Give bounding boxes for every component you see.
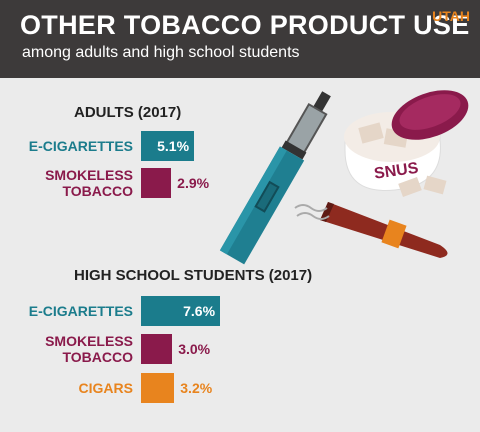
vape-pen — [219, 91, 331, 265]
snus-label: SNUS — [373, 160, 420, 183]
title: OTHER TOBACCO PRODUCT USE — [20, 10, 470, 40]
value-label: 7.6% — [183, 303, 216, 319]
value-label: 3.0% — [178, 341, 211, 357]
value-label: 5.1% — [157, 138, 190, 154]
value-label: 3.2% — [180, 380, 213, 396]
bar — [141, 373, 175, 403]
category-label: CIGARS — [78, 380, 133, 396]
category-label: SMOKELESS TOBACCO — [45, 333, 133, 365]
state-tag: UTAH — [432, 8, 470, 24]
value-label: 2.9% — [177, 175, 210, 191]
bar — [141, 296, 221, 326]
section-title: ADULTS (2017) — [74, 104, 182, 121]
section-title: HIGH SCHOOL STUDENTS (2017) — [74, 267, 313, 284]
category-label: SMOKELESS TOBACCO — [45, 167, 133, 199]
snus-tin: SNUS — [344, 90, 469, 197]
subtitle: among adults and high school students — [22, 44, 300, 61]
cigar — [294, 202, 448, 258]
bar — [141, 168, 172, 198]
category-label: E-CIGARETTES — [28, 138, 133, 154]
category-label: E-CIGARETTES — [28, 303, 133, 319]
bar — [141, 334, 173, 364]
bar — [141, 131, 195, 161]
header: OTHER TOBACCO PRODUCT USE among adults a… — [0, 0, 480, 78]
